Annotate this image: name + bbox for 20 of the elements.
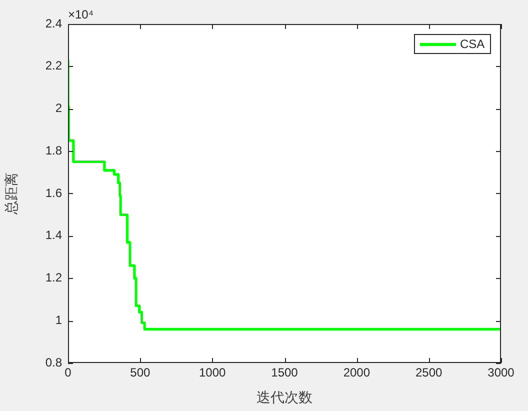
text: ×10⁴ [68,7,94,22]
x-tick-label: 2000 [343,366,370,380]
y-tick-label: 1.6 [45,186,62,200]
x-tick-label: 3000 [488,366,515,380]
y-tick-label: 1.8 [45,143,62,158]
y-tick-label: 1 [55,312,62,327]
y-tick-label: 0.8 [45,355,62,370]
x-tick-label: 500 [130,366,150,380]
legend-label: CSA [460,37,485,51]
y-tick-label: 2.2 [45,58,62,73]
y-tick-label: 2 [55,101,62,116]
x-tick-label: 2500 [415,366,443,380]
x-axis-title: 迭代次数 [256,390,312,406]
y-tick-label: 2.4 [45,16,62,30]
x-tick-label: 1000 [198,366,226,380]
y-axis-title: 总距离 [4,172,20,216]
x-tick-label: 0 [64,366,72,380]
y-tick-label: 1.4 [45,228,62,242]
y-tick-label: 1.2 [45,270,62,285]
x-tick-label: 1500 [271,366,298,380]
